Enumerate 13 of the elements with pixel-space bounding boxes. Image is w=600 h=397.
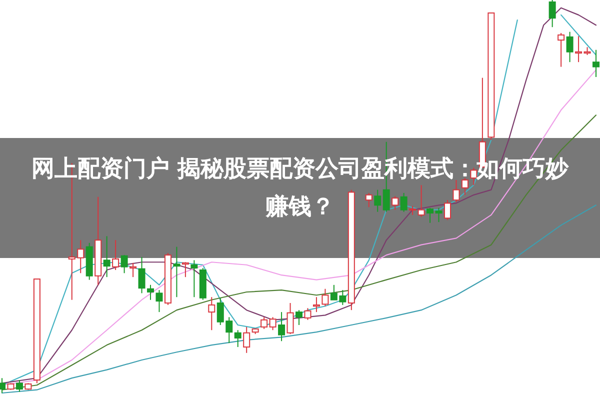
candlestick bbox=[312, 296, 320, 313]
candlestick bbox=[243, 326, 250, 354]
candlestick bbox=[103, 236, 110, 278]
candlestick bbox=[190, 260, 198, 298]
candlestick bbox=[234, 330, 242, 348]
candlestick bbox=[138, 256, 146, 294]
candlestick bbox=[575, 36, 582, 63]
candlestick bbox=[592, 49, 600, 78]
candlestick bbox=[173, 246, 180, 298]
candlestick bbox=[566, 31, 574, 63]
candlestick bbox=[208, 296, 216, 331]
candlestick bbox=[77, 240, 84, 274]
candlestick bbox=[94, 196, 102, 286]
